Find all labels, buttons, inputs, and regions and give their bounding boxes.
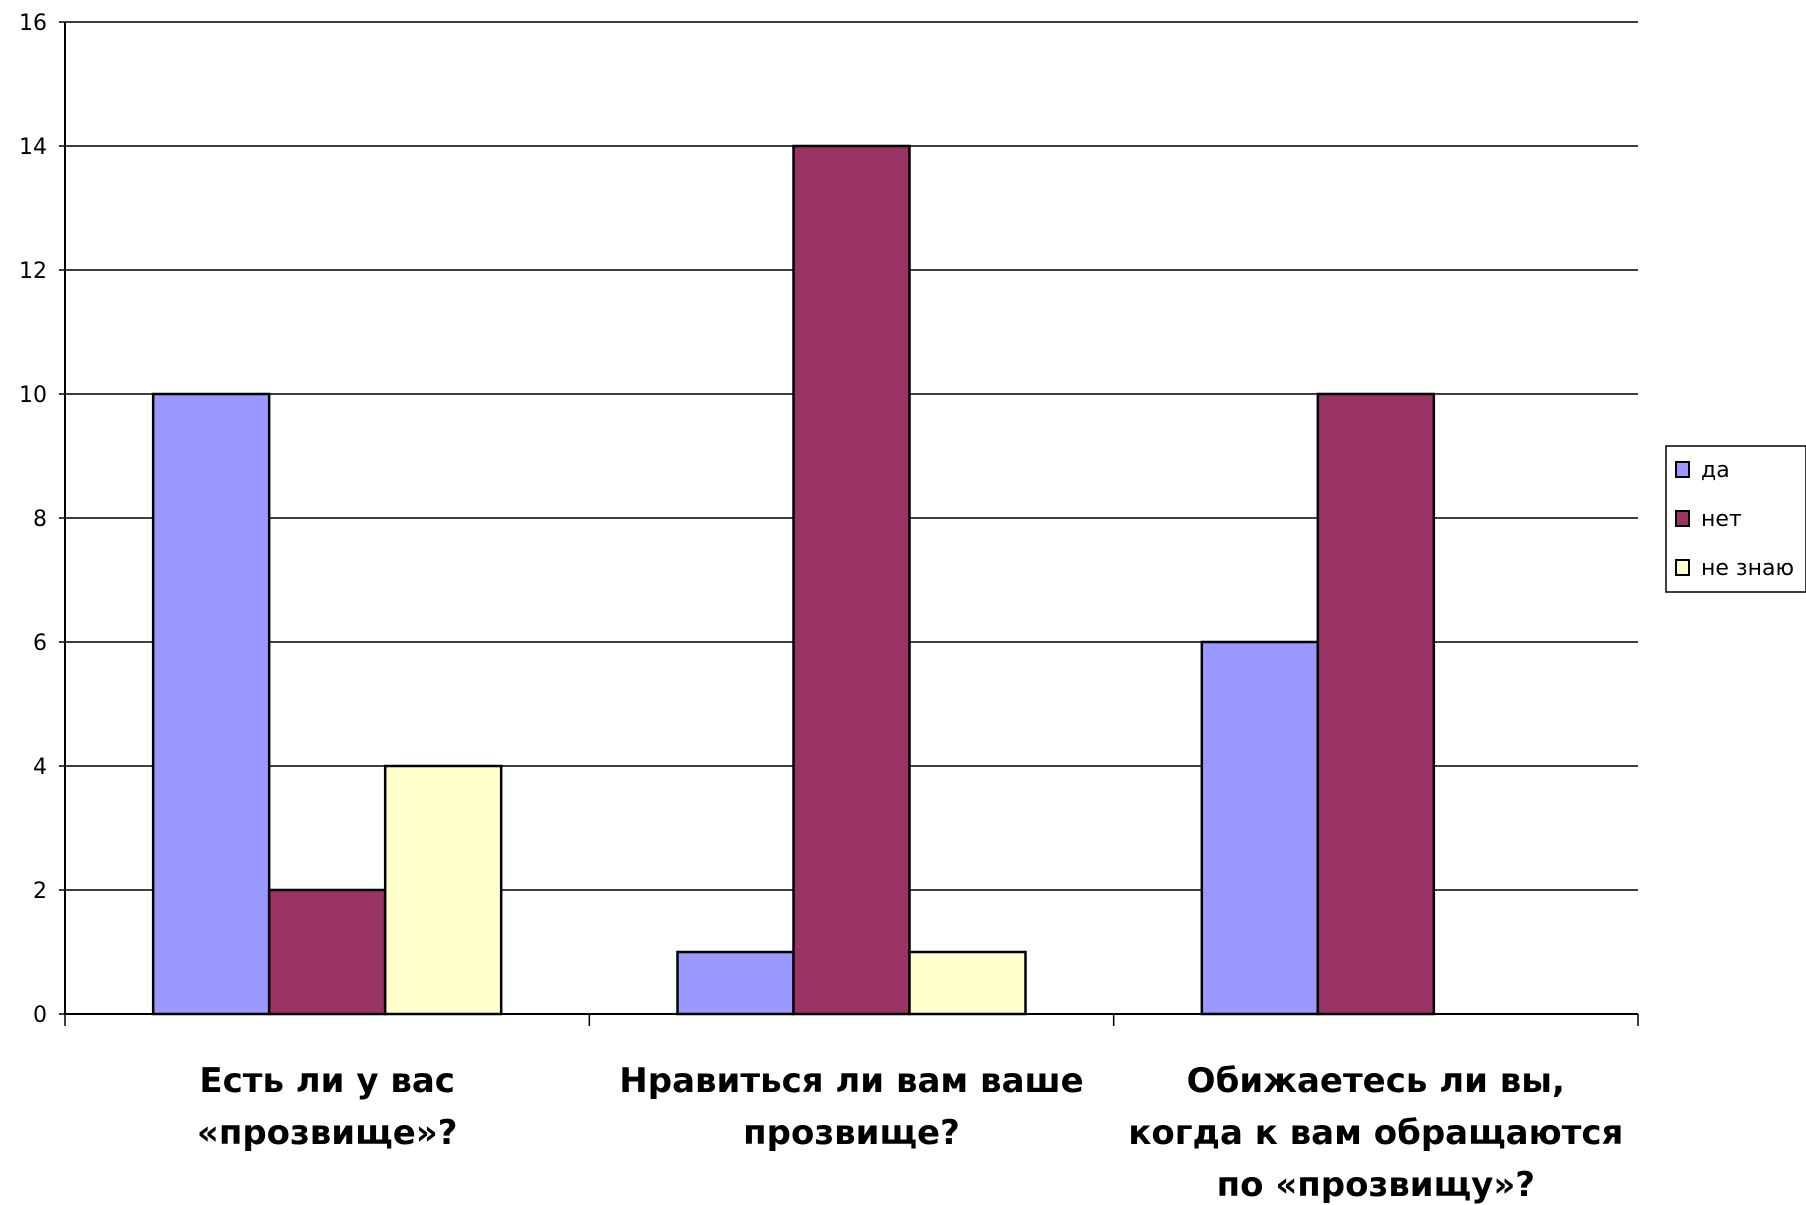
y-tick-label: 16 bbox=[19, 11, 47, 36]
y-tick-label: 0 bbox=[33, 1003, 47, 1028]
category-label-line: «прозвище»? bbox=[197, 1113, 458, 1153]
y-tick-label: 12 bbox=[19, 259, 47, 284]
bar-3-cat-2 bbox=[908, 950, 1027, 1016]
x-axis-category-labels: Есть ли у вас «прозвище»? Нравиться ли вам… bbox=[197, 1061, 1624, 1205]
category-label-line: когда к вам обращаются bbox=[1128, 1113, 1623, 1153]
bar-2-cat-2 bbox=[792, 144, 911, 1016]
bar-2-cat-1 bbox=[267, 888, 387, 1016]
legend-swatch bbox=[1675, 461, 1690, 478]
category-label-line: Нравиться ли вам ваше bbox=[619, 1061, 1083, 1101]
category-label: Нравиться ли вам ваше прозвище? bbox=[619, 1061, 1083, 1153]
y-tick-label: 10 bbox=[19, 383, 47, 408]
legend-label: нет bbox=[1701, 507, 1742, 532]
axes bbox=[64, 22, 1639, 1026]
y-tick-label: 4 bbox=[33, 755, 47, 780]
y-axis-ticks: 0 2 4 6 8 10 12 14 16 bbox=[19, 11, 65, 1028]
y-tick-label: 14 bbox=[19, 135, 47, 160]
category-label-line: Есть ли у вас bbox=[199, 1061, 455, 1101]
legend-swatch bbox=[1675, 559, 1690, 576]
bar-1-cat-2 bbox=[676, 950, 795, 1016]
legend-swatch bbox=[1675, 510, 1690, 527]
legend-label: не знаю bbox=[1701, 556, 1794, 581]
bars bbox=[151, 144, 1436, 1016]
y-tick-label: 2 bbox=[33, 879, 47, 904]
bar-1-cat-3 bbox=[1200, 640, 1320, 1016]
y-tick-label: 6 bbox=[33, 631, 47, 656]
y-tick-label: 8 bbox=[33, 507, 47, 532]
legend-label: да bbox=[1701, 458, 1730, 483]
category-label-line: по «прозвищу»? bbox=[1217, 1165, 1535, 1205]
bar-3-cat-1 bbox=[383, 764, 503, 1016]
category-label-line: прозвище? bbox=[743, 1113, 960, 1153]
bar-2-cat-3 bbox=[1316, 392, 1436, 1016]
legend: да нет не знаю bbox=[1665, 445, 1806, 593]
category-label-line: Обижаетесь ли вы, bbox=[1187, 1061, 1565, 1101]
category-label: Обижаетесь ли вы, когда к вам обращаются п… bbox=[1128, 1061, 1623, 1205]
bar-1-cat-1 bbox=[151, 392, 271, 1016]
category-label: Есть ли у вас «прозвище»? bbox=[197, 1061, 458, 1153]
